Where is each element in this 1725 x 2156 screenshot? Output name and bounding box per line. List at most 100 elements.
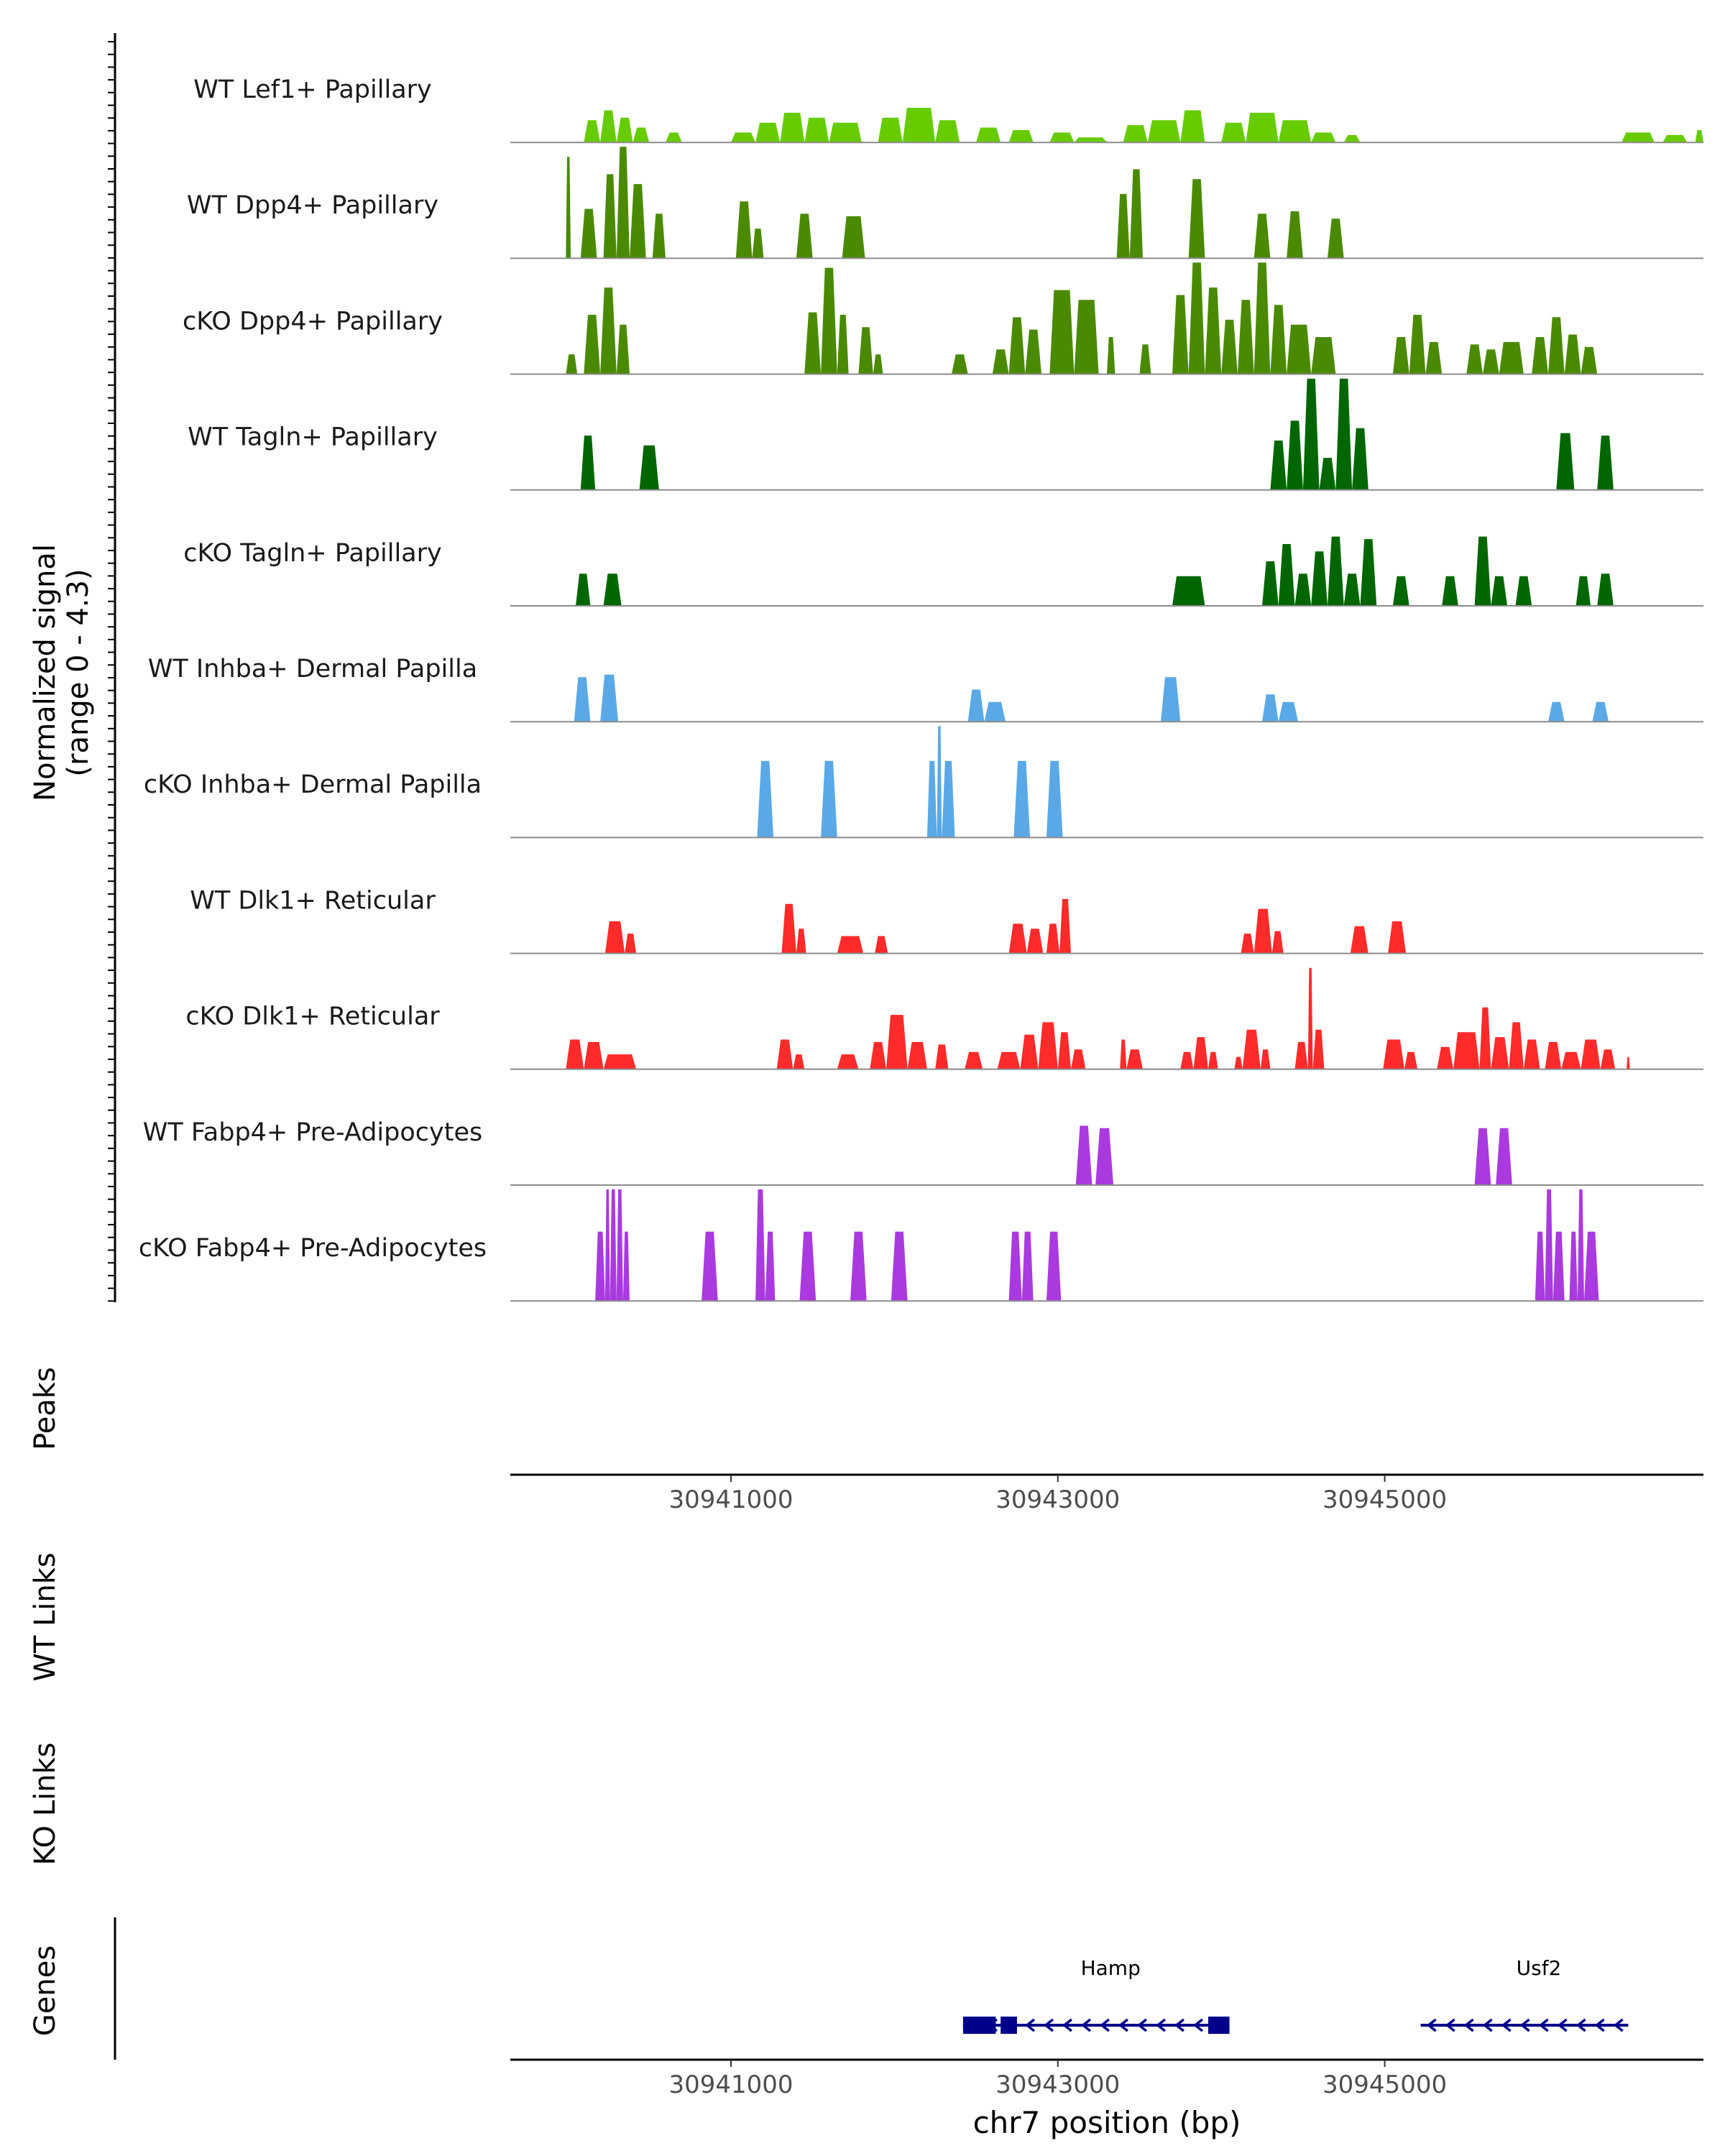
coverage-peak [1270,305,1287,374]
coverage-peak [776,1039,794,1069]
coverage-peak [984,701,1006,722]
ko-links-panel-label: KO Links [29,1743,62,1866]
coverage-peak [1343,573,1361,606]
coverage-peak [878,117,903,143]
coverage-peak [1491,1037,1509,1069]
coverage-peak [1046,923,1060,954]
coverage-peak [1597,436,1614,490]
coverage-peak [1600,1049,1616,1069]
coverage-peak [639,445,659,490]
track-1: WT Lef1+ Papillary [193,75,1703,144]
coverage-peak [1193,1037,1208,1069]
coverage-peak [584,1041,604,1069]
coverage-peak [1075,1125,1092,1185]
coverage-peak [1271,931,1284,954]
coverage-peak [829,122,862,143]
y-axis-label-line1: Normalized signal [29,544,62,801]
coverage-peak [1442,576,1458,606]
coverage-peak [1287,211,1303,259]
coverage-peak [1352,428,1368,490]
coverage-peak [1020,1034,1039,1069]
coverage-peak [630,184,646,259]
coverage-peak [781,903,796,954]
coverage-peak [1021,1231,1034,1302]
coverage-peak [1453,1032,1480,1069]
strand-arrow [1501,2018,1512,2032]
coverage-peak [566,354,578,374]
coverage-peak [942,760,955,838]
coverage-peak [1026,929,1044,954]
coverage-peak [935,1044,949,1069]
x-axis-title: chr7 position (bp) [973,2105,1241,2140]
coverage-peak [1569,1231,1578,1302]
coverage-peak [935,120,960,143]
coverage-peak [1120,1039,1127,1069]
coverage-peak [1576,576,1591,606]
coverage-peak [1545,1041,1562,1069]
coverage-peak [600,287,617,374]
coverage-peak [1161,677,1181,722]
coverage-peak [574,677,591,722]
coverage-peak [1556,433,1575,490]
coverage-peak [850,1231,867,1302]
coverage-peak [1350,926,1368,954]
coverage-peak [1188,262,1205,374]
coverage-peak [666,132,682,143]
strand-arrow [1174,2018,1184,2032]
coverage-peak [1552,1231,1565,1302]
coverage-peak [1581,346,1598,374]
peaks-panel-label: Peaks [29,1367,62,1450]
coverage-peak [1437,1046,1454,1069]
y-axis-label-line2: (range 0 - 4.3) [62,568,95,776]
coverage-peak [780,112,805,143]
coverage-peak [1049,132,1075,143]
genes-x-axis: 30941000 30943000 30945000 [668,2060,1447,2099]
coverage-peak [1074,137,1107,143]
coverage-peak [600,674,619,722]
coverage-peak [566,1039,584,1069]
coverage-peak [1180,1051,1194,1069]
coverage-peak [1335,378,1353,490]
coverage-peak [1254,213,1271,259]
coverage-peak [566,157,571,259]
coverage-peak [1246,112,1279,143]
coverage-peak [870,1041,886,1069]
coverage-peak [604,1189,610,1302]
coverage-peak [837,936,864,954]
coverage-peak [902,108,936,143]
strand-arrow [1519,2018,1530,2032]
strand-arrow [1576,2018,1586,2032]
coverage-peak [1237,300,1254,374]
coverage-peak [1260,1049,1271,1069]
coverage-peak [1577,1189,1584,1302]
coverage-peak [1116,193,1130,259]
coverage-peak [603,573,622,606]
coverage-peak [926,760,937,838]
coverage-peak [616,1189,623,1302]
coverage-peak [1294,1041,1308,1069]
coverage-peak [1581,1039,1601,1069]
coverage-peak [1597,573,1614,606]
coverage-peak [1262,694,1279,722]
coverage-peak [1254,908,1272,954]
coverage-peak [731,132,756,143]
track-9: cKO Dlk1+ Reticular [185,967,1703,1070]
coverage-peak [1126,1049,1143,1069]
coverage-peak [584,120,601,143]
coverage-peak [1474,1128,1491,1185]
coverage-peak [616,324,630,374]
coverage-peak [873,354,883,374]
coverage-peak [821,760,837,838]
coverage-peak [610,1189,617,1302]
coverage-peak [1474,536,1491,606]
strand-arrow [1538,2018,1549,2032]
coverage-peak [1205,287,1222,374]
coverage-peak [1404,1051,1418,1069]
strand-arrow [1137,2018,1147,2032]
exon [1000,2017,1017,2034]
track-label: cKO Inhba+ Dermal Papilla [144,770,482,799]
coverage-peak [1208,1051,1218,1069]
coverage-peak [858,327,873,374]
track-label: cKO Tagln+ Papillary [183,539,442,568]
coverage-peak [595,1231,605,1302]
